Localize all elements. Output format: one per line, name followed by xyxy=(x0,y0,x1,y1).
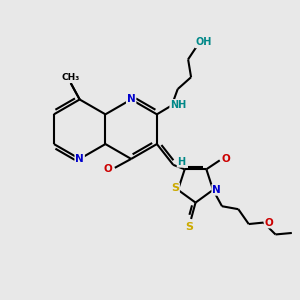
Text: O: O xyxy=(222,154,231,164)
Text: S: S xyxy=(171,183,179,194)
Text: H: H xyxy=(178,157,186,167)
Text: S: S xyxy=(186,222,194,232)
Text: O: O xyxy=(104,164,112,174)
Text: OH: OH xyxy=(195,38,212,47)
Text: CH₃: CH₃ xyxy=(61,73,80,82)
Text: N: N xyxy=(212,185,221,195)
Text: NH: NH xyxy=(170,100,186,110)
Text: O: O xyxy=(265,218,273,228)
Text: N: N xyxy=(127,94,136,104)
Text: N: N xyxy=(75,154,84,164)
